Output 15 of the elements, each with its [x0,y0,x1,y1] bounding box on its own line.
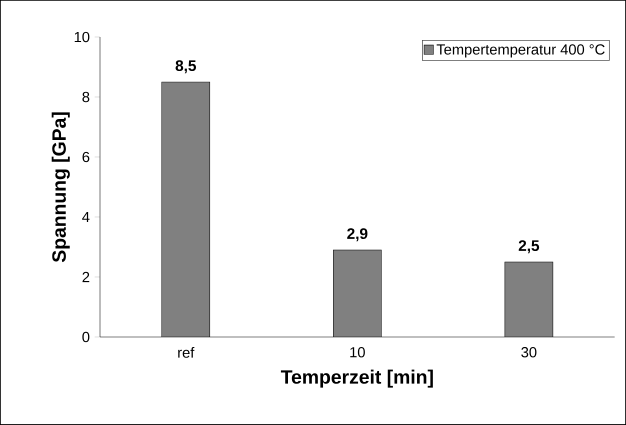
y-axis-title: Spannung [GPa] [52,112,70,262]
x-tick-label: 30 [521,347,536,358]
x-axis-title: Temperzeit [min] [280,370,433,388]
y-tick-label: 6 [82,152,90,162]
y-tick-label: 4 [82,212,90,222]
y-tick-label: 10 [74,32,90,42]
legend-label: Tempertemperatur 400 °C [436,44,605,58]
data-label: 2,5 [518,240,540,254]
data-label: 8,5 [176,60,196,74]
y-tick-label: 2 [82,272,90,282]
data-label: 2,9 [347,228,368,242]
y-tick-label: 8 [82,92,90,102]
x-tick-label: ref [178,347,194,358]
y-tick-label: 0 [82,332,90,342]
x-tick-label: 10 [350,347,365,358]
